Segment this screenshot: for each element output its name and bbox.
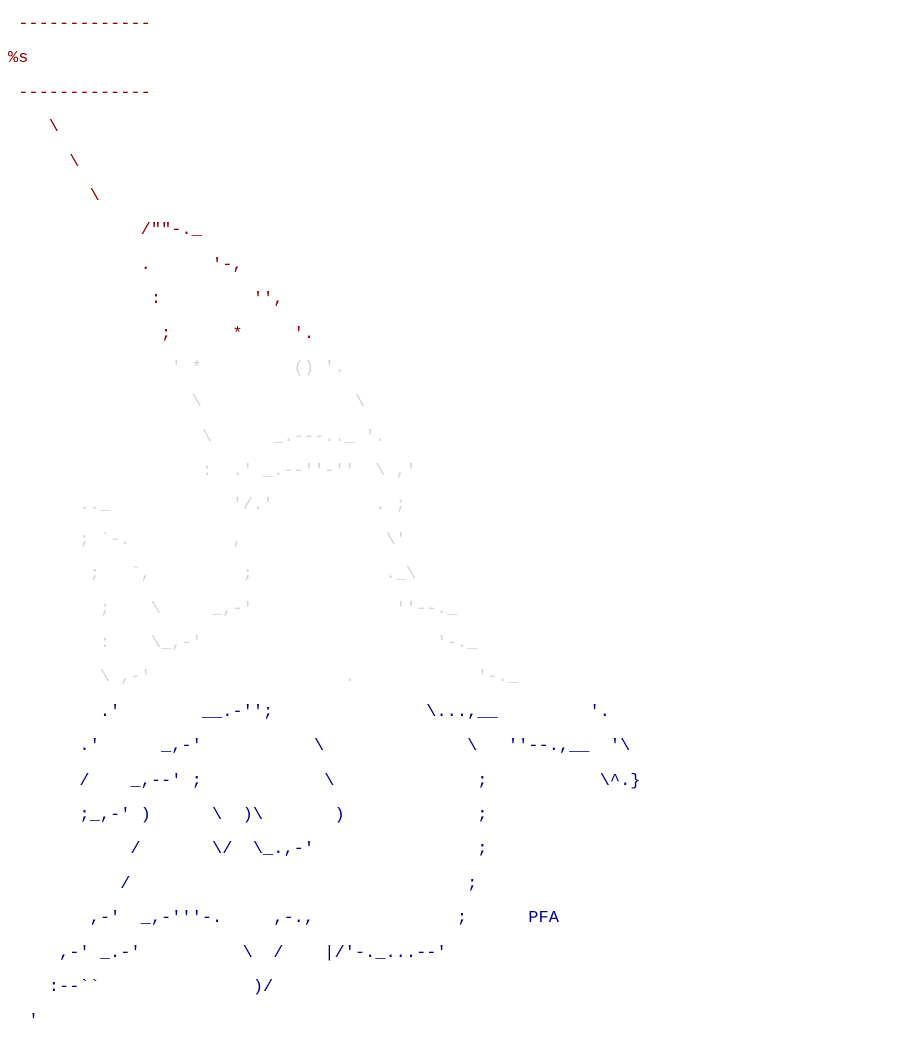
art-segment: \ ,-' . '-._	[8, 668, 519, 688]
art-segment: :--`` )/	[8, 977, 274, 997]
art-segment: /""-._	[8, 221, 202, 241]
art-line: . '-,	[8, 249, 641, 283]
art-line: .' __.-''; \...,__ '.	[8, 696, 641, 730]
art-segment: / _,--' ; \ ; \^.}	[8, 771, 641, 791]
art-segment: .' _,-' \ \ ''--.,__ '\	[8, 737, 631, 757]
art-line: \ _.---.._ '.	[8, 421, 641, 455]
art-line: : '',	[8, 283, 641, 317]
art-segment: \	[8, 152, 80, 172]
art-line: ; `, ; ._\	[8, 558, 641, 592]
art-line: .' _,-' \ \ ''--.,__ '\	[8, 730, 641, 764]
art-line: ' * () '.	[8, 352, 641, 386]
art-line: ; `-. , \'	[8, 524, 641, 558]
art-line: %s	[8, 42, 641, 76]
art-segment: . '-,	[8, 255, 243, 275]
art-line: ; * '.	[8, 318, 641, 352]
art-line: \	[8, 111, 641, 145]
art-line: ,-' _,-'''-. ,-., ; PFA	[8, 902, 641, 936]
art-segment: : \_,-' '-._	[8, 634, 478, 654]
art-segment: \	[8, 118, 60, 138]
art-segment: ,-' _.-' \ / |/'-._...--'	[8, 943, 447, 963]
art-line: / ;	[8, 868, 641, 902]
art-segment: : '',	[8, 290, 284, 310]
art-line: \	[8, 180, 641, 214]
art-segment: -------------	[8, 15, 151, 34]
art-line: :--`` )/	[8, 971, 641, 1005]
ascii-art-canvas: ------------- %s ------------- \ \ \ /""-…	[8, 8, 641, 1040]
art-line: '	[8, 1005, 641, 1039]
art-segment: \...,__ '.	[273, 702, 610, 722]
art-line: \ ,-' . '-._	[8, 661, 641, 695]
art-line: : \_,-' '-._	[8, 627, 641, 661]
art-segment: __.-'';	[120, 702, 274, 722]
art-segment: ; `-. , \'	[8, 530, 406, 550]
art-segment: .._ '/.' . ;	[8, 496, 406, 516]
art-line: ,-' _.-' \ / |/'-._...--'	[8, 937, 641, 971]
art-segment: .'	[8, 702, 121, 722]
art-segment: -------------	[8, 83, 151, 103]
art-segment: / \/ \_.,-' ;	[8, 840, 488, 860]
art-segment: \ _.---.._ '.	[8, 427, 386, 447]
art-line: / _,--' ; \ ; \^.}	[8, 765, 641, 799]
art-line: .._ '/.' . ;	[8, 489, 641, 523]
art-line: / \/ \_.,-' ;	[8, 833, 641, 867]
art-line: \	[8, 146, 641, 180]
art-segment: ; `, ; ._\	[8, 565, 417, 585]
art-segment: \	[8, 186, 100, 206]
art-segment: ;_,-' ) \ )\ ) ;	[8, 805, 488, 825]
art-segment: ; \ _,-' ''--._	[8, 599, 457, 619]
art-segment: ' * () '.	[8, 358, 345, 378]
art-segment: %s	[8, 49, 29, 69]
art-line: \ \	[8, 386, 641, 420]
art-segment: ; * '.	[8, 324, 315, 344]
art-line: /""-._	[8, 214, 641, 248]
art-segment: : .' _.--''-'' \ ,'	[8, 462, 417, 482]
art-segment: ,-' _,-'''-. ,-., ; PFA	[8, 909, 559, 929]
art-segment: \ \	[8, 393, 366, 413]
art-line: : .' _.--''-'' \ ,'	[8, 455, 641, 489]
art-line: ; \ _,-' ''--._	[8, 593, 641, 627]
art-segment: '	[8, 1012, 39, 1032]
art-line: ;_,-' ) \ )\ ) ;	[8, 799, 641, 833]
art-line: -------------	[8, 77, 641, 111]
art-segment: / ;	[8, 874, 478, 894]
art-line: -------------	[8, 8, 641, 42]
